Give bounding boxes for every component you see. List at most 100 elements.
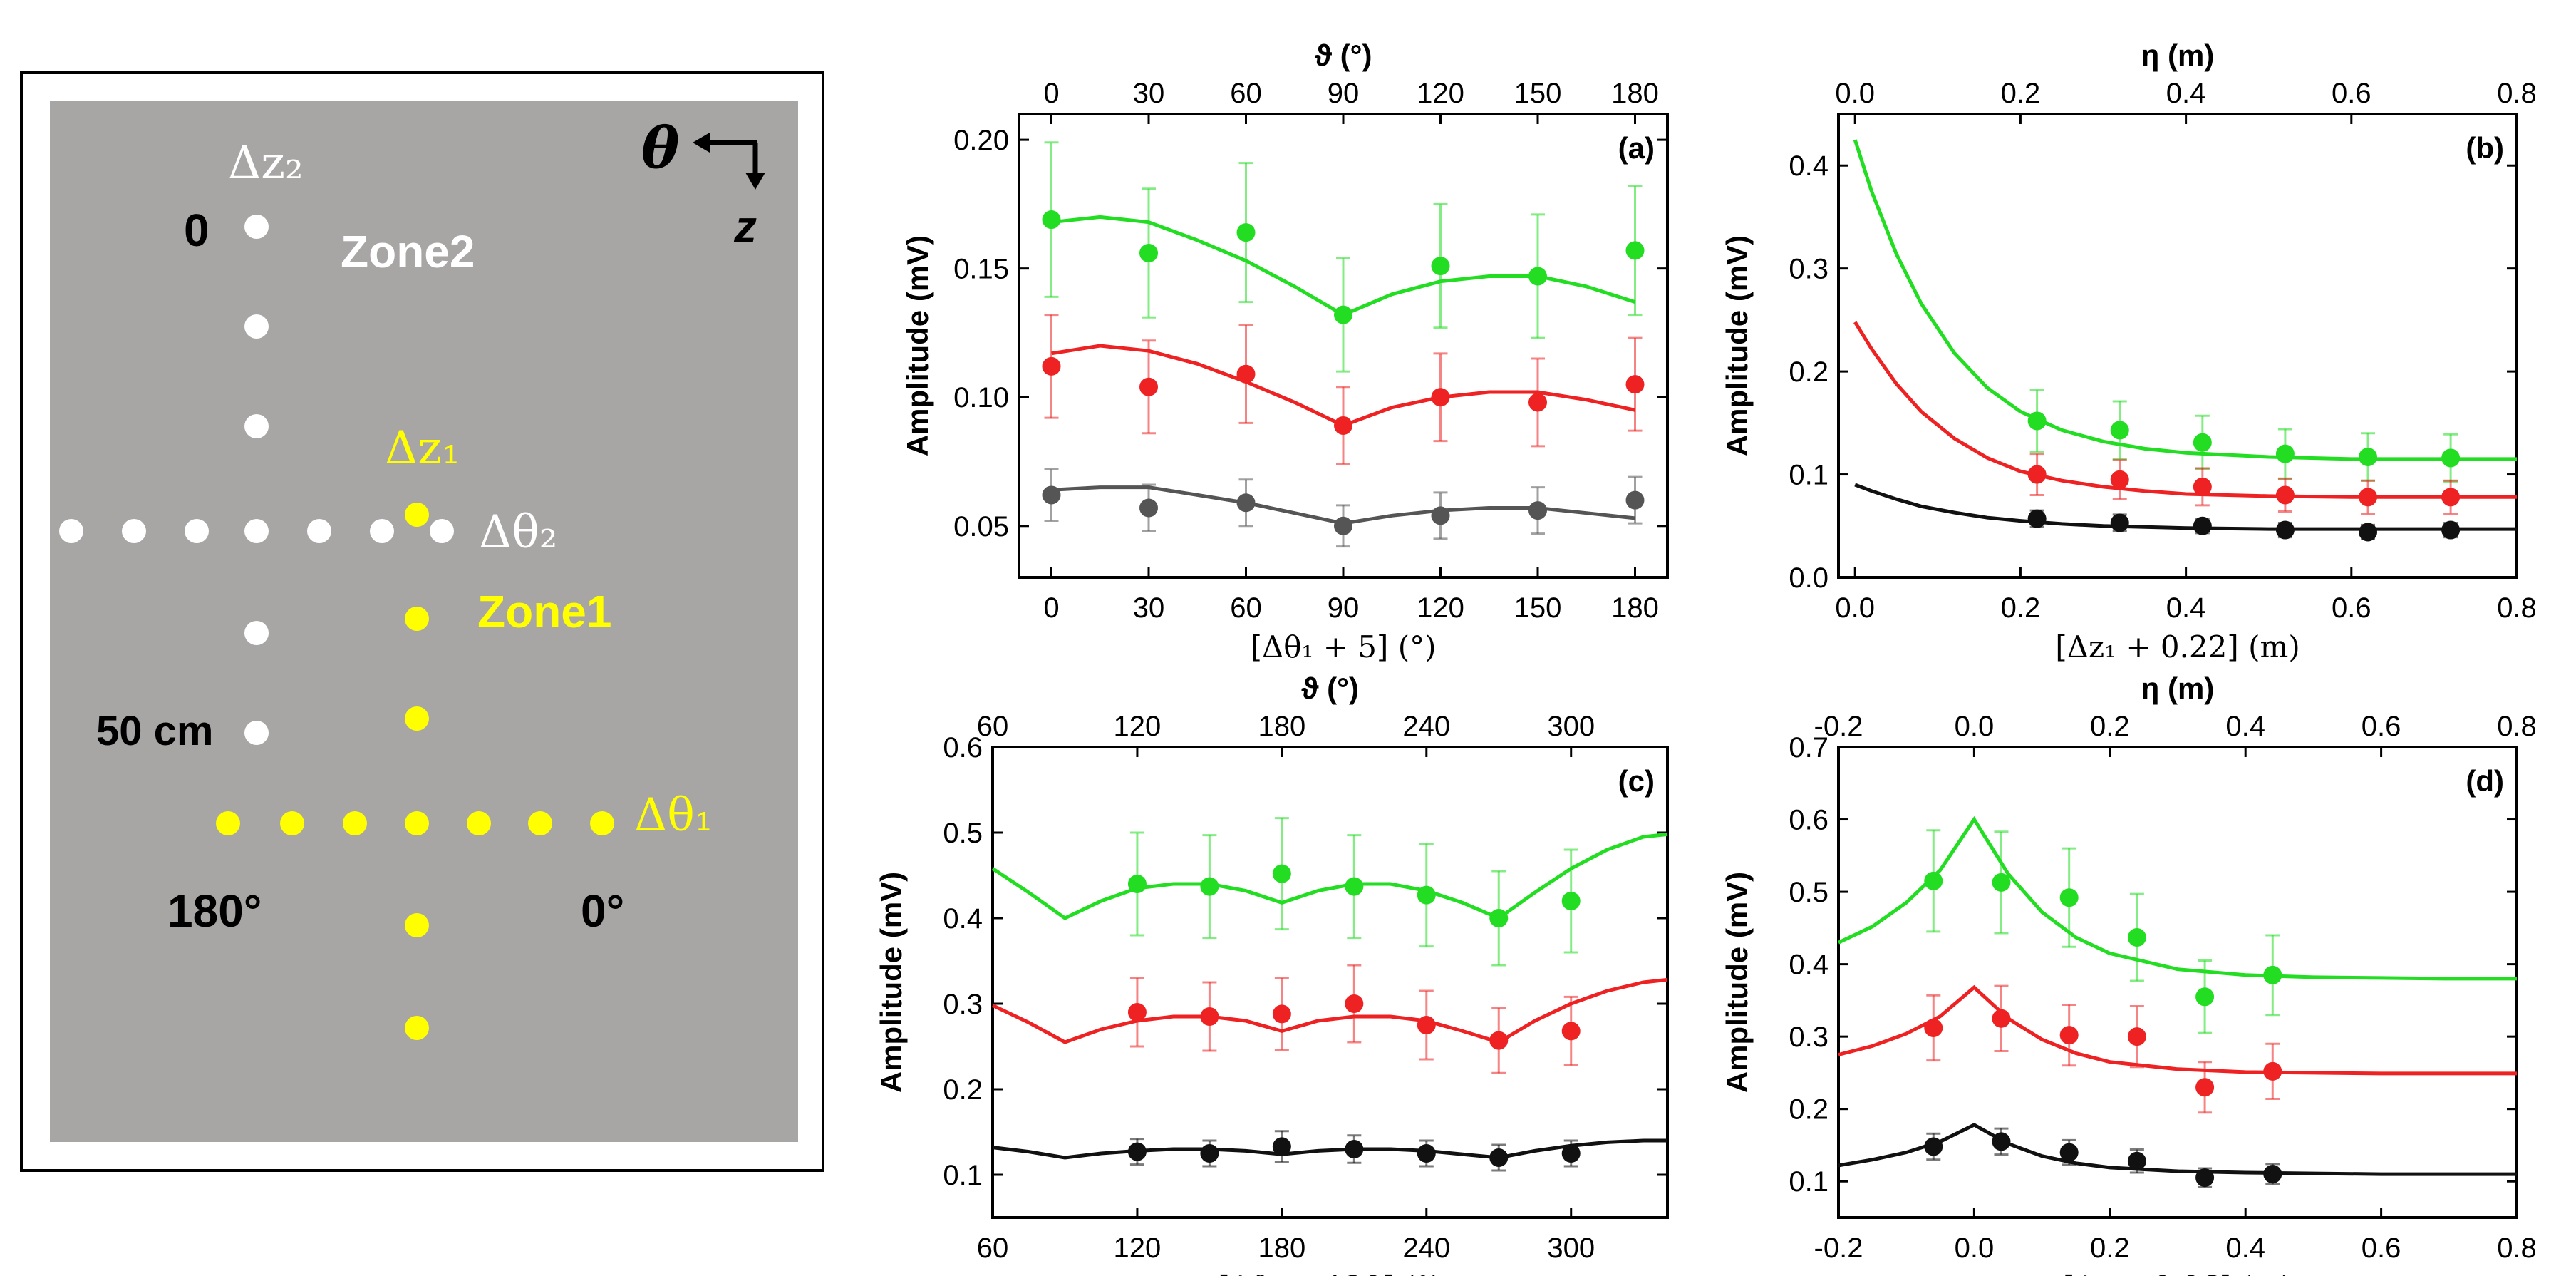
data-point-black <box>2059 1143 2079 1162</box>
dz1-label: Δz₁ <box>385 422 460 475</box>
data-point-green <box>2195 987 2215 1007</box>
x-tick-label: 60 <box>977 1233 1009 1264</box>
yellow-sensor-dot <box>405 913 429 937</box>
yellow-sensor-dot <box>405 1016 429 1040</box>
y-tick-label: 0.05 <box>953 511 1009 542</box>
fit-line-red <box>991 977 1668 1044</box>
data-point-red <box>2059 1026 2079 1045</box>
yellow-sensor-dot <box>405 503 429 527</box>
x-tick-label: 180 <box>1611 592 1659 624</box>
data-point-black <box>2193 516 2212 535</box>
deg0-label: 0° <box>581 885 624 937</box>
zone2-label: Zone2 <box>341 226 475 277</box>
data-point-black <box>1042 485 1061 505</box>
data-point-red <box>2195 1078 2215 1097</box>
x-tick-label: 0.4 <box>2225 1233 2265 1264</box>
data-point-black <box>1127 1142 1147 1161</box>
data-point-black <box>1561 1144 1581 1163</box>
data-point-red <box>2027 465 2047 484</box>
data-point-green <box>1200 877 1219 896</box>
fit-line-green <box>1837 815 2517 981</box>
data-point-red <box>1272 1004 1291 1024</box>
data-point-black <box>1236 493 1256 513</box>
data-point-green <box>1334 305 1352 324</box>
data-point-black <box>1625 490 1645 510</box>
y-tick-label: 0.4 <box>943 903 983 935</box>
data-point-red <box>1924 1018 1943 1037</box>
fit-line-black <box>1838 1123 2517 1176</box>
x-tick-label: 0.2 <box>2090 1233 2130 1264</box>
top-tick-label: 0.4 <box>2225 711 2265 742</box>
x-tick-label: 0 <box>1043 592 1059 624</box>
data-point-red <box>1127 1003 1147 1022</box>
panel-label: (b) <box>2466 131 2504 165</box>
plot-frame <box>1837 113 2518 579</box>
top-tick-label: 90 <box>1328 78 1360 109</box>
plot-frame <box>991 746 1669 1219</box>
data-point-green <box>2110 421 2129 440</box>
data-point-red <box>2110 470 2129 489</box>
data-point-red <box>1489 1031 1509 1050</box>
y-axis-label: Amplitude (mV) <box>1720 872 1754 1093</box>
top-tick-label: -0.2 <box>1814 711 1863 742</box>
data-point-red <box>1236 364 1256 384</box>
y-tick-label: 0.1 <box>943 1160 983 1191</box>
zone1-sensor-dots <box>216 503 614 1040</box>
white-sensor-dot <box>244 721 269 745</box>
y-tick-label: 0.3 <box>943 989 983 1020</box>
top-tick-label: 0.0 <box>1955 711 1995 742</box>
top-axis-label: ϑ (°) <box>1301 672 1359 705</box>
data-point-red <box>1200 1007 1219 1026</box>
top-tick-label: 150 <box>1514 78 1562 109</box>
top-tick-label: 180 <box>1258 711 1305 742</box>
data-point-green <box>1431 257 1450 276</box>
data-point-green <box>1924 871 1943 890</box>
data-point-green <box>2441 448 2461 468</box>
panel-label: (c) <box>1618 764 1655 798</box>
x-tick-label: 0.8 <box>2497 1233 2537 1264</box>
x-tick-label: 0.4 <box>2166 592 2206 624</box>
data-point-red <box>2263 1061 2282 1081</box>
data-point-green <box>1625 241 1645 260</box>
deg180-label: 180° <box>167 885 262 937</box>
yellow-sensor-dot <box>343 811 367 835</box>
theta-label: θ <box>641 114 680 181</box>
data-point-green <box>1272 864 1291 883</box>
top-tick-label: 120 <box>1114 711 1162 742</box>
y-tick-label: 0.2 <box>1789 356 1828 388</box>
data-point-green <box>1236 223 1256 242</box>
data-point-black <box>2441 520 2461 540</box>
data-point-red <box>1345 994 1364 1013</box>
data-point-black <box>2263 1165 2282 1184</box>
y-tick-label: 0.7 <box>1789 732 1828 763</box>
data-point-green <box>1417 885 1436 905</box>
yellow-sensor-dot <box>405 607 429 631</box>
plot-frame <box>1837 746 2518 1219</box>
top-tick-label: 0.0 <box>1835 78 1875 109</box>
data-point-black <box>1200 1144 1219 1163</box>
schematic-panel: Δz₂ 0 Zone2 Δz₁ Δθ₂ Zone1 50 cm Δθ₁ 180°… <box>20 71 824 1172</box>
orientation-arrows-icon <box>693 133 765 190</box>
y-tick-label: 0.10 <box>953 382 1009 413</box>
data-point-red <box>2359 488 2378 507</box>
yellow-sensor-dot <box>216 811 240 835</box>
top-tick-label: 60 <box>977 711 1009 742</box>
data-point-red <box>1417 1016 1436 1034</box>
x-axis-label: [Δθ₂ + 120] (°) <box>1218 1270 1442 1276</box>
top-axis-label: η (m) <box>2141 672 2215 705</box>
white-sensor-dot <box>122 519 146 543</box>
top-axis-label: η (m) <box>2141 38 2215 72</box>
zone2-sensor-dots <box>59 215 454 745</box>
top-tick-label: 180 <box>1611 78 1659 109</box>
data-point-green <box>1561 892 1581 910</box>
fit-line-black <box>1854 483 2517 531</box>
white-sensor-dot <box>244 314 269 339</box>
white-sensor-dot <box>370 519 394 543</box>
top-tick-label: 0.8 <box>2497 711 2537 742</box>
x-axis-label: [Δz₂ - 0.06] (m) <box>2063 1270 2292 1276</box>
x-tick-label: 180 <box>1258 1233 1305 1264</box>
x-tick-label: 120 <box>1417 592 1464 624</box>
data-point-black <box>1417 1144 1436 1163</box>
y-tick-label: 0.1 <box>1789 460 1828 491</box>
dtheta2-label: Δθ₂ <box>479 506 557 559</box>
